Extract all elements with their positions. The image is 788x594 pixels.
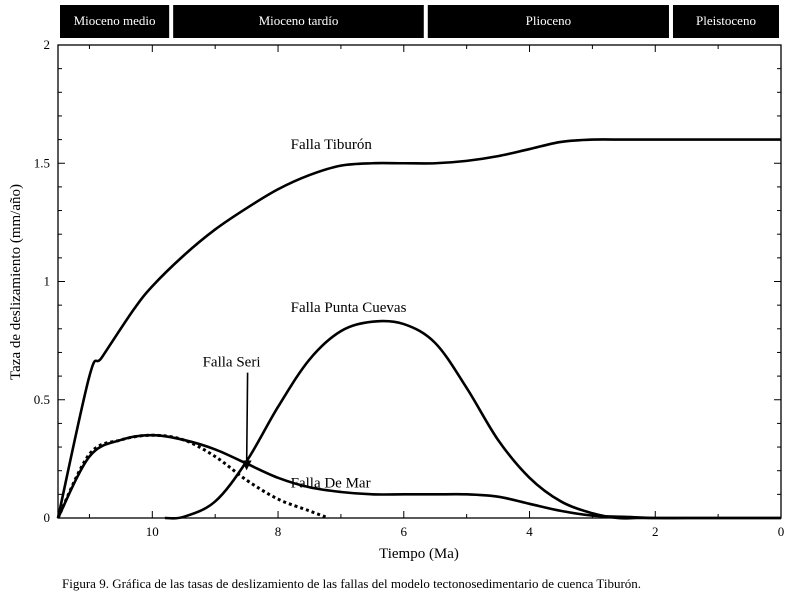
series-line-falla-de-mar (56, 433, 781, 520)
epoch-bar: Mioceno medio Mioceno tardío Plioceno Pleis… (60, 5, 779, 38)
annotation-falla-tiburon: Falla Tiburón (291, 137, 373, 153)
epoch-label-mioceno-tardio: Mioceno tardío (259, 13, 339, 28)
annotation-falla-seri: Falla Seri (203, 355, 261, 371)
annotation-falla-de-mar: Falla De Mar (291, 475, 371, 491)
y-tick-label: 1.5 (34, 155, 50, 170)
x-axis-title: Tiempo (Ma) (379, 546, 459, 562)
epoch-label-pleistoceno: Pleistoceno (696, 13, 756, 28)
axis-ticks: 10 8 6 4 2 0 0 0.5 1 1.5 2 (34, 37, 785, 539)
x-tick-label: 4 (526, 524, 533, 539)
x-tick-label: 10 (146, 524, 159, 539)
y-tick-label: 2 (44, 37, 51, 52)
x-tick-label: 2 (652, 524, 659, 539)
x-tick-label: 8 (275, 524, 282, 539)
series-line-falla-tiburon (56, 138, 781, 519)
annotation-falla-punta-cuevas: Falla Punta Cuevas (291, 300, 407, 316)
series-group (56, 138, 781, 520)
x-tick-label: 6 (401, 524, 408, 539)
epoch-label-mioceno-medio: Mioceno medio (74, 13, 156, 28)
y-tick-label: 1 (44, 274, 51, 289)
y-tick-label: 0.5 (34, 392, 50, 407)
figure-caption: Figura 9. Gráfica de las tasas de desliz… (62, 576, 642, 591)
plot-frame (57, 44, 782, 519)
annotation-arrow (241, 372, 252, 471)
epoch-box-plioceno (427, 5, 669, 38)
annotations: Falla Tiburón Falla Punta Cuevas Falla De … (203, 137, 407, 491)
epoch-box-mioceno-medio (60, 5, 170, 38)
epoch-box-pleistoceno (672, 5, 779, 38)
y-tick-label: 0 (44, 510, 51, 525)
epoch-box-mioceno-tardio (173, 5, 424, 38)
epoch-label-plioceno: Plioceno (526, 13, 572, 28)
y-axis-title: Taza de deslizamiento (mm/año) (8, 184, 24, 380)
x-tick-label: 0 (778, 524, 785, 539)
